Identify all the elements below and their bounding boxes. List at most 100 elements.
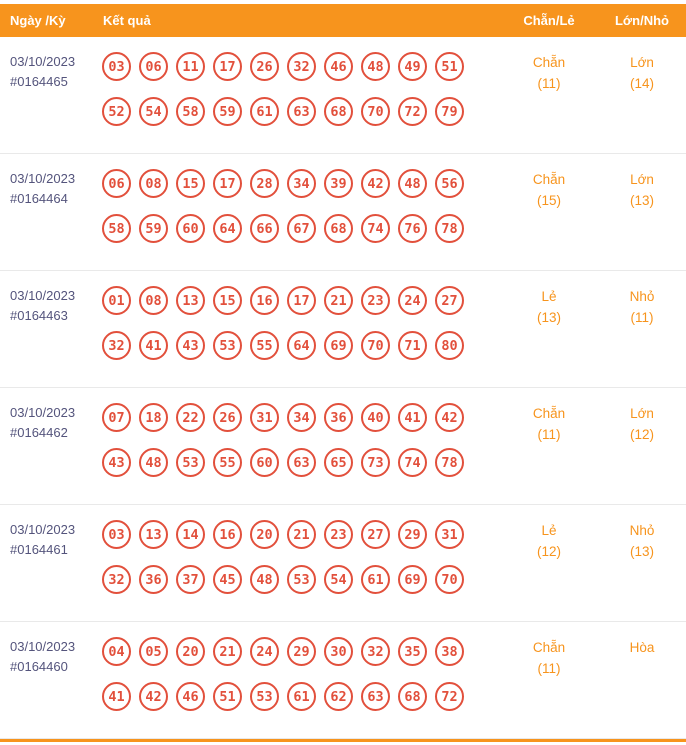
number-ball: 59: [139, 214, 168, 243]
number-ball: 16: [213, 520, 242, 549]
number-ball: 37: [176, 565, 205, 594]
big-small-value: Hòa: [629, 640, 655, 655]
number-ball: 26: [213, 403, 242, 432]
date-period-cell: 03/10/2023 #0164461: [0, 520, 96, 621]
number-ball: 68: [324, 214, 353, 243]
number-ball: 32: [102, 565, 131, 594]
number-ball: 14: [176, 520, 205, 549]
number-ball: 53: [213, 331, 242, 360]
number-ball: 05: [139, 637, 168, 666]
table-row: 03/10/2023 #0164462 07 18 22 26 31 34 36 40 41 42…: [0, 388, 686, 505]
number-ball: 69: [324, 331, 353, 360]
number-ball: 61: [250, 97, 279, 126]
big-small-cell: Nhỏ (13): [598, 520, 686, 621]
number-ball: 23: [324, 520, 353, 549]
numbers-line-2: 32 36 37 45 48 53 54 61 69 70: [102, 565, 500, 594]
number-ball: 54: [139, 97, 168, 126]
number-ball: 13: [176, 286, 205, 315]
numbers-line-1: 01 08 13 15 16 17 21 23 24 27: [102, 286, 500, 315]
big-small-cell: Nhỏ (11): [598, 286, 686, 387]
number-ball: 38: [435, 637, 464, 666]
number-ball: 70: [435, 565, 464, 594]
number-ball: 03: [102, 52, 131, 81]
even-odd-count: (13): [536, 310, 561, 325]
even-odd-value: Chẵn: [532, 172, 566, 187]
big-small-cell: Lớn (13): [598, 169, 686, 270]
number-ball: 08: [139, 169, 168, 198]
numbers-line-2: 43 48 53 55 60 63 65 73 74 78: [102, 448, 500, 477]
big-small-value: Lớn: [630, 406, 654, 421]
number-ball: 04: [102, 637, 131, 666]
number-ball: 46: [176, 682, 205, 711]
even-odd-cell: Chẵn (11): [500, 403, 598, 504]
draw-date: 03/10/2023: [10, 639, 76, 654]
number-ball: 45: [213, 565, 242, 594]
number-ball: 51: [435, 52, 464, 81]
table-row: 03/10/2023 #0164464 06 08 15 17 28 34 39 42 48 56…: [0, 154, 686, 271]
even-odd-value: Chẵn: [532, 640, 566, 655]
number-ball: 60: [250, 448, 279, 477]
number-ball: 69: [398, 565, 427, 594]
draw-period: #0164460: [10, 659, 68, 674]
number-ball: 27: [435, 286, 464, 315]
even-odd-cell: Chẵn (11): [500, 52, 598, 153]
number-ball: 43: [176, 331, 205, 360]
number-ball: 39: [324, 169, 353, 198]
table-row: 03/10/2023 #0164465 03 06 11 17 26 32 46 48 49 51…: [0, 37, 686, 154]
number-ball: 63: [287, 448, 316, 477]
number-ball: 48: [139, 448, 168, 477]
number-ball: 78: [435, 214, 464, 243]
header-cell-even-odd: Chẵn/Lẻ: [523, 13, 575, 28]
number-ball: 67: [287, 214, 316, 243]
number-ball: 52: [102, 97, 131, 126]
number-ball: 55: [250, 331, 279, 360]
draw-date: 03/10/2023: [10, 54, 76, 69]
number-ball: 59: [213, 97, 242, 126]
number-ball: 32: [102, 331, 131, 360]
number-ball: 64: [213, 214, 242, 243]
number-ball: 48: [361, 52, 390, 81]
number-ball: 72: [435, 682, 464, 711]
number-ball: 41: [139, 331, 168, 360]
even-odd-count: (12): [536, 544, 561, 559]
number-ball: 34: [287, 169, 316, 198]
number-ball: 68: [324, 97, 353, 126]
number-ball: 61: [287, 682, 316, 711]
number-ball: 76: [398, 214, 427, 243]
numbers-line-1: 06 08 15 17 28 34 39 42 48 56: [102, 169, 500, 198]
table-row: 03/10/2023 #0164461 03 13 14 16 20 21 23 27 29 31…: [0, 505, 686, 622]
number-ball: 03: [102, 520, 131, 549]
draw-date: 03/10/2023: [10, 171, 76, 186]
number-ball: 21: [324, 286, 353, 315]
even-odd-cell: Chẵn (15): [500, 169, 598, 270]
number-ball: 42: [435, 403, 464, 432]
number-ball: 35: [398, 637, 427, 666]
header-cell-result: Kết quả: [103, 13, 151, 28]
number-ball: 74: [361, 214, 390, 243]
big-small-value: Lớn: [630, 172, 654, 187]
number-ball: 15: [176, 169, 205, 198]
number-ball: 64: [287, 331, 316, 360]
number-ball: 78: [435, 448, 464, 477]
big-small-count: (11): [630, 310, 654, 325]
date-period-cell: 03/10/2023 #0164463: [0, 286, 96, 387]
number-ball: 54: [324, 565, 353, 594]
numbers-cell: 03 13 14 16 20 21 23 27 29 31 32 36 37 45 48 53 54 61 69 7…: [96, 520, 500, 621]
numbers-cell: 03 06 11 17 26 32 46 48 49 51 52 54 58 59 61 63 68 70 72 7…: [96, 52, 500, 153]
number-ball: 17: [213, 52, 242, 81]
number-ball: 79: [435, 97, 464, 126]
date-period-cell: 03/10/2023 #0164465: [0, 52, 96, 153]
number-ball: 21: [213, 637, 242, 666]
big-small-count: (12): [629, 427, 654, 442]
number-ball: 40: [361, 403, 390, 432]
even-odd-count: (11): [537, 76, 561, 91]
number-ball: 53: [176, 448, 205, 477]
numbers-line-2: 41 42 46 51 53 61 62 63 68 72: [102, 682, 500, 711]
big-small-cell: Lớn (14): [598, 52, 686, 153]
number-ball: 27: [361, 520, 390, 549]
number-ball: 73: [361, 448, 390, 477]
number-ball: 42: [361, 169, 390, 198]
number-ball: 31: [435, 520, 464, 549]
number-ball: 08: [139, 286, 168, 315]
